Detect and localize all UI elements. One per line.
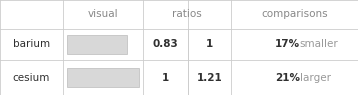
Bar xyxy=(67,35,127,54)
Text: visual: visual xyxy=(88,9,118,19)
Text: 1: 1 xyxy=(162,73,169,83)
Text: 1.21: 1.21 xyxy=(197,73,222,83)
Text: barium: barium xyxy=(13,39,50,49)
Text: 21%: 21% xyxy=(275,73,300,83)
Text: cesium: cesium xyxy=(13,73,50,83)
Text: ratios: ratios xyxy=(172,9,202,19)
Text: 0.83: 0.83 xyxy=(153,39,178,49)
Bar xyxy=(67,68,139,87)
Text: larger: larger xyxy=(300,73,331,83)
Text: 17%: 17% xyxy=(275,39,300,49)
Text: comparisons: comparisons xyxy=(261,9,328,19)
Text: smaller: smaller xyxy=(300,39,339,49)
Text: 1: 1 xyxy=(206,39,213,49)
